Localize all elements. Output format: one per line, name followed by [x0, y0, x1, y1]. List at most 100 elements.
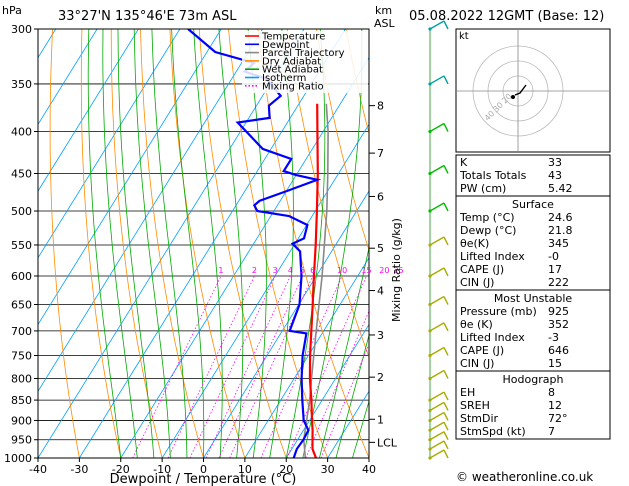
mixing-ratio-label: 4	[288, 266, 293, 275]
height-tick-label: LCL	[377, 436, 398, 449]
datetime-label: 05.08.2022 12GMT (Base: 12)	[409, 9, 604, 24]
wind-barb-flag	[443, 421, 449, 431]
section-title: Surface	[512, 198, 554, 211]
mixing-ratio-axis-title: Mixing Ratio (g/kg)	[390, 218, 403, 322]
isotherm-line	[38, 29, 181, 259]
wind-barb-flag	[443, 123, 449, 132]
location-label: 33°27'N 135°46'E 73m ASL	[58, 9, 237, 24]
wet-adiabat-line	[319, 245, 369, 458]
index-value: 925	[548, 305, 569, 318]
wind-barb	[429, 421, 445, 431]
wind-barbs	[428, 20, 449, 460]
mixing-ratio-label: 6	[310, 266, 315, 275]
index-value: 222	[548, 276, 569, 289]
isotherm-line	[38, 29, 98, 126]
dry-adiabat-line	[49, 29, 80, 458]
wind-barb	[429, 267, 445, 277]
wind-barb-flag	[443, 20, 449, 30]
height-tick-label: 2	[377, 371, 384, 384]
wind-barb	[429, 346, 445, 357]
wind-barb	[429, 236, 445, 246]
mixing-ratio-label: 15	[361, 266, 371, 275]
wind-barb-base	[428, 438, 432, 442]
pressure-tick-label: 850	[11, 394, 32, 407]
wet-adiabat-line	[352, 399, 369, 458]
temperature-tick-label: 40	[362, 463, 376, 476]
wind-barb	[429, 202, 445, 212]
index-value: 21.8	[548, 224, 573, 237]
wind-barb-flag	[443, 391, 449, 401]
isotherm-line	[285, 323, 369, 458]
index-value: -3	[548, 331, 559, 344]
index-value: 345	[548, 237, 569, 250]
index-label: CIN (J)	[460, 276, 494, 289]
index-value: 33	[548, 156, 562, 169]
wind-barb-flag	[443, 296, 449, 305]
dry-adiabat-line	[169, 29, 246, 458]
wind-barb-base	[428, 274, 432, 278]
wind-barb-flag	[443, 370, 449, 379]
pressure-tick-label: 950	[11, 434, 32, 447]
pressure-tick-label: 700	[11, 325, 32, 338]
wind-barb-base	[428, 129, 432, 134]
dry-adiabat-line	[257, 29, 369, 458]
dry-adiabat-line	[80, 29, 122, 458]
wet-adiabat-line	[171, 29, 205, 458]
wind-barb-flag	[443, 449, 449, 459]
wet-adiabat-line	[87, 29, 122, 458]
height-tick-label: 3	[377, 329, 384, 342]
section-title: Most Unstable	[494, 292, 573, 305]
wet-adiabat-line	[133, 29, 171, 458]
wind-barb	[429, 75, 445, 85]
legend-label: Isotherm	[262, 73, 306, 84]
index-label: EH	[460, 386, 475, 399]
index-label: CIN (J)	[460, 357, 494, 370]
dry-adiabat-line	[110, 29, 163, 458]
hodograph-unit-label: kt	[459, 31, 469, 42]
isotherm-line	[38, 29, 305, 458]
wind-barb-flag	[443, 236, 449, 246]
wind-barb	[429, 369, 445, 380]
height-tick-label: 7	[377, 147, 384, 160]
height-tick-label: 4	[377, 285, 384, 298]
hpa-unit-label: hPa	[2, 4, 22, 17]
index-value: 12	[548, 399, 562, 412]
wind-barb	[429, 164, 445, 175]
dry-adiabat-line	[198, 29, 287, 458]
height-tick-label: 8	[377, 100, 384, 113]
dewpoint-line	[187, 29, 322, 458]
wind-barb-flag	[443, 267, 449, 277]
index-label: Lifted Index	[460, 250, 525, 263]
wet-adiabat-line	[218, 29, 244, 458]
temperature-tick-label: -20	[112, 463, 130, 476]
mixing-ratio-label: 1	[218, 266, 223, 275]
mixing-ratio-line	[286, 275, 367, 458]
pressure-tick-label: 400	[11, 126, 32, 139]
pressure-tick-label: 350	[11, 78, 32, 91]
mixing-ratio-label: 2	[252, 266, 257, 275]
wind-barb-base	[428, 171, 432, 176]
index-value: 352	[548, 318, 569, 331]
isotherm-line	[203, 190, 369, 458]
isotherm-line	[120, 56, 369, 458]
index-value: 8	[548, 386, 555, 399]
mixing-ratio-line	[260, 275, 343, 458]
index-label: Lifted Index	[460, 331, 525, 344]
indices-panel: K 33 Totals Totals 43 PW (cm) 5.42 SurfaceTemp…	[455, 154, 611, 440]
isotherm-line	[38, 29, 139, 192]
temperature-tick-label: 20	[279, 463, 293, 476]
wet-adiabat-line	[269, 29, 294, 458]
dry-adiabat-line	[610, 29, 629, 458]
index-label: PW (cm)	[460, 182, 506, 195]
wind-barb-base	[428, 418, 432, 423]
index-label: CAPE (J)	[460, 344, 504, 357]
index-value: 5.42	[548, 182, 573, 195]
pressure-tick-label: 800	[11, 372, 32, 385]
wind-barb-flag	[443, 165, 449, 174]
wind-barb-flag	[443, 412, 449, 421]
legend-label: Dry Adiabat	[262, 56, 321, 67]
mixing-ratio-line	[132, 275, 222, 458]
wind-barb-flag	[443, 322, 449, 332]
legend-label: Temperature	[261, 32, 325, 43]
storm-motion-marker	[511, 95, 515, 99]
